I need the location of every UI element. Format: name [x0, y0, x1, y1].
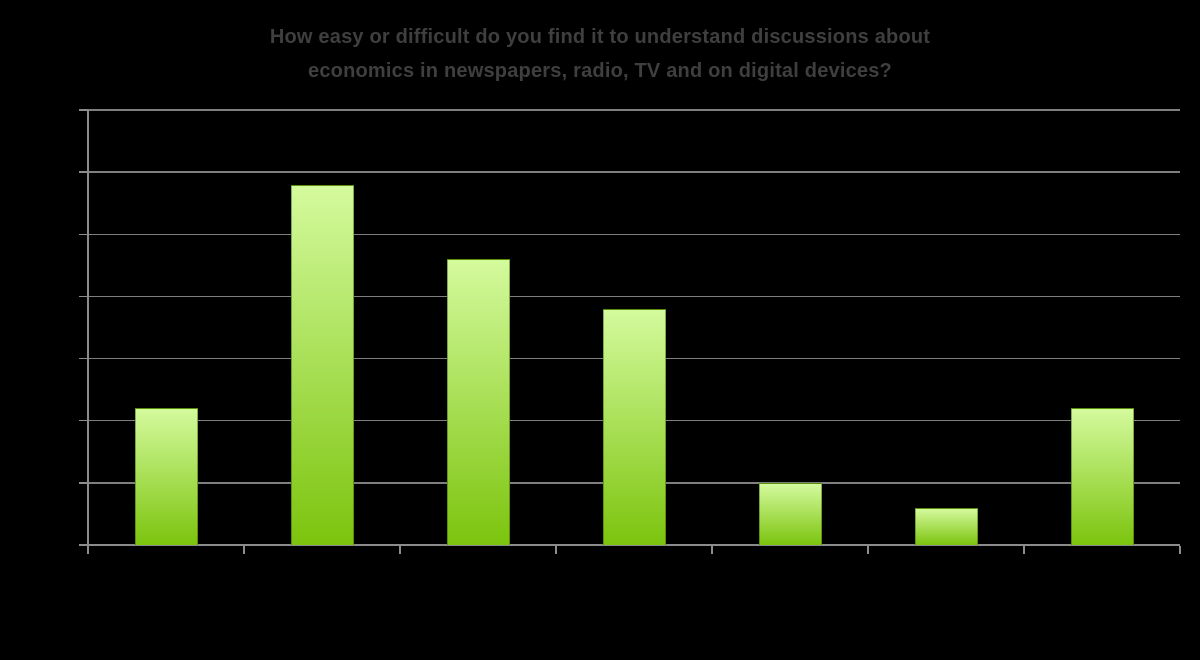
bar-category-4: [602, 308, 666, 545]
bar-category-6: [914, 507, 978, 545]
y-axis-tick: [79, 482, 88, 484]
bar-category-1: [134, 408, 198, 545]
gridline: [88, 171, 1180, 173]
x-axis-tick: [867, 546, 869, 554]
gridline: [88, 295, 1180, 298]
chart-title-line-1: How easy or difficult do you find it to …: [269, 26, 931, 48]
y-axis-tick: [79, 357, 88, 360]
bar-category-2: [290, 184, 354, 545]
x-axis-tick: [711, 546, 713, 554]
chart-title: How easy or difficult do you find it to …: [0, 20, 1200, 88]
y-axis-tick: [79, 233, 88, 236]
y-axis-tick: [79, 295, 88, 298]
bar-category-7: [1070, 408, 1134, 545]
x-axis-tick: [243, 546, 245, 554]
y-axis-tick: [79, 109, 88, 111]
gridline: [88, 109, 1180, 111]
x-axis: [82, 544, 1180, 546]
x-axis-tick: [1023, 546, 1025, 554]
gridline: [88, 233, 1180, 236]
y-axis-tick: [79, 419, 88, 422]
x-axis-tick: [555, 546, 557, 554]
x-axis-tick: [399, 546, 401, 554]
x-axis-tick: [87, 546, 89, 554]
y-axis: [87, 110, 89, 547]
y-axis-tick: [79, 171, 88, 173]
chart-title-line-2: economics in newspapers, radio, TV and o…: [308, 60, 892, 82]
x-axis-tick: [1179, 546, 1181, 554]
bar-category-3: [446, 259, 510, 545]
bar-category-5: [758, 482, 822, 545]
